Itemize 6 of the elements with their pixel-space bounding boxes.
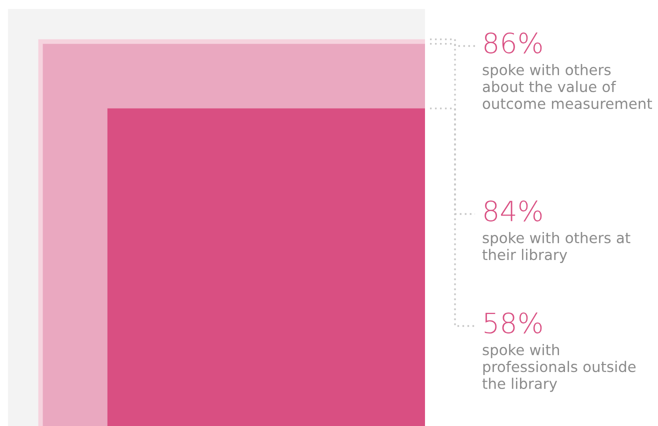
category-label: spoke with professionals outside the library [482, 344, 636, 392]
data-label: 84% [484, 200, 542, 222]
data-label: 58% [484, 312, 542, 334]
category-label: spoke with others at their library [482, 232, 630, 263]
data-label: 86% [484, 32, 542, 54]
category-label: spoke with others about the value of outcome measurement [482, 64, 652, 110]
